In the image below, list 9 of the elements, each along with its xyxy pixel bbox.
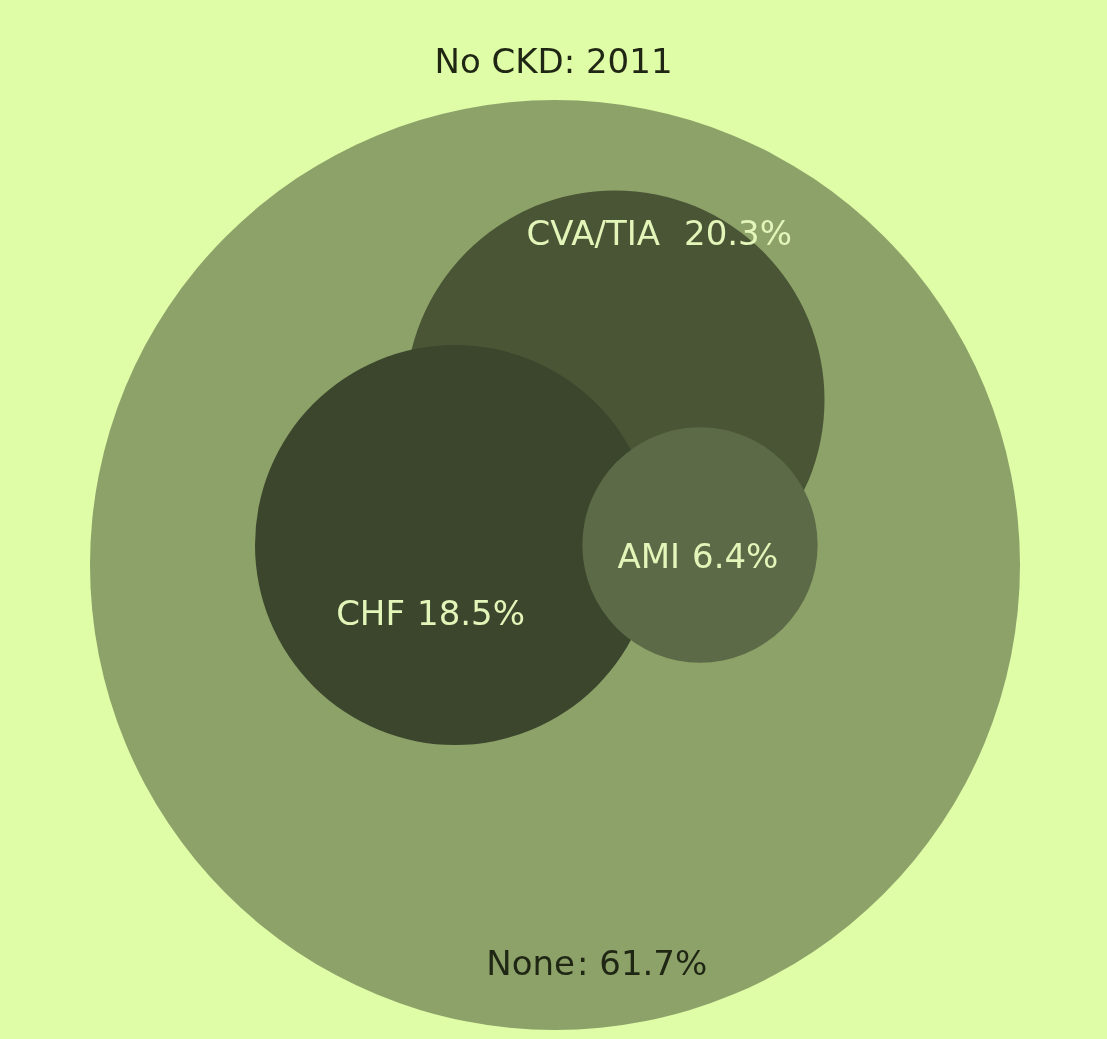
category-label: None [486, 943, 575, 983]
text: No CKD: 2011 [434, 41, 673, 81]
data-label: 18.5% [417, 593, 526, 633]
category-label: AMI [617, 536, 680, 576]
category-label: CHF [336, 593, 405, 633]
data-label: 20.3% [684, 213, 793, 253]
category-label: CVA/TIA [526, 213, 660, 253]
data-label: : 61.7% [577, 943, 708, 983]
data-label: 6.4% [692, 536, 779, 576]
